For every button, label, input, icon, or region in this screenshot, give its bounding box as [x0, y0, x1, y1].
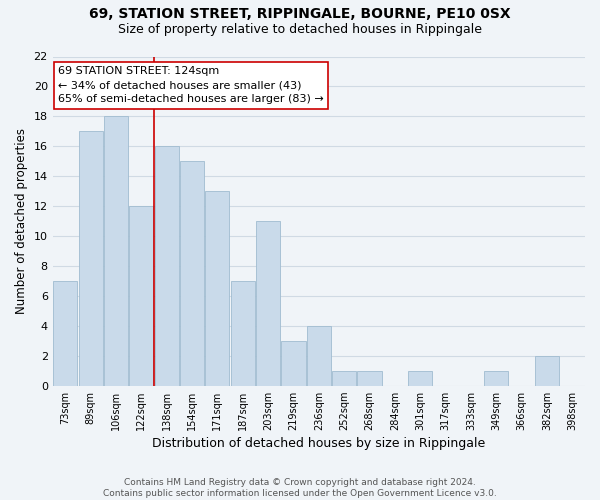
Bar	[79, 132, 103, 386]
Bar	[358, 370, 382, 386]
Text: 69, STATION STREET, RIPPINGALE, BOURNE, PE10 0SX: 69, STATION STREET, RIPPINGALE, BOURNE, …	[89, 8, 511, 22]
Bar	[535, 356, 559, 386]
Bar	[231, 281, 255, 386]
Bar	[332, 370, 356, 386]
Bar	[281, 341, 305, 386]
Text: Contains HM Land Registry data © Crown copyright and database right 2024.
Contai: Contains HM Land Registry data © Crown c…	[103, 478, 497, 498]
X-axis label: Distribution of detached houses by size in Rippingale: Distribution of detached houses by size …	[152, 437, 485, 450]
Bar	[53, 281, 77, 386]
Bar	[484, 370, 508, 386]
Y-axis label: Number of detached properties: Number of detached properties	[15, 128, 28, 314]
Bar	[130, 206, 154, 386]
Bar	[408, 370, 432, 386]
Text: 69 STATION STREET: 124sqm
← 34% of detached houses are smaller (43)
65% of semi-: 69 STATION STREET: 124sqm ← 34% of detac…	[58, 66, 324, 104]
Bar	[205, 191, 229, 386]
Bar	[155, 146, 179, 386]
Bar	[180, 161, 204, 386]
Bar	[104, 116, 128, 386]
Bar	[307, 326, 331, 386]
Bar	[256, 221, 280, 386]
Text: Size of property relative to detached houses in Rippingale: Size of property relative to detached ho…	[118, 22, 482, 36]
